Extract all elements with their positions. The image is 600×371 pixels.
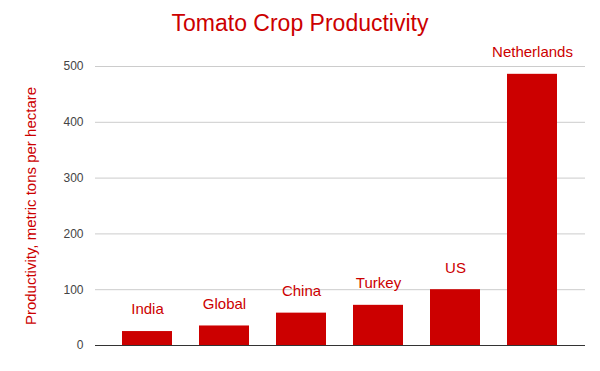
- svg-text:500: 500: [63, 59, 83, 73]
- svg-text:Turkey: Turkey: [356, 274, 402, 291]
- svg-text:India: India: [131, 300, 164, 317]
- svg-text:Productivity, metric tons per: Productivity, metric tons per hectare: [22, 87, 39, 325]
- svg-text:0: 0: [77, 338, 84, 352]
- svg-text:400: 400: [63, 115, 83, 129]
- svg-text:US: US: [445, 259, 466, 276]
- svg-text:Global: Global: [203, 295, 246, 312]
- svg-text:100: 100: [63, 283, 83, 297]
- svg-text:300: 300: [63, 171, 83, 185]
- svg-text:Netherlands: Netherlands: [492, 43, 573, 60]
- html-text:Tomato Crop Productivity: Tomato Crop Productivity: [171, 10, 429, 36]
- svg-text:China: China: [282, 282, 322, 299]
- svg-text:200: 200: [63, 227, 83, 241]
